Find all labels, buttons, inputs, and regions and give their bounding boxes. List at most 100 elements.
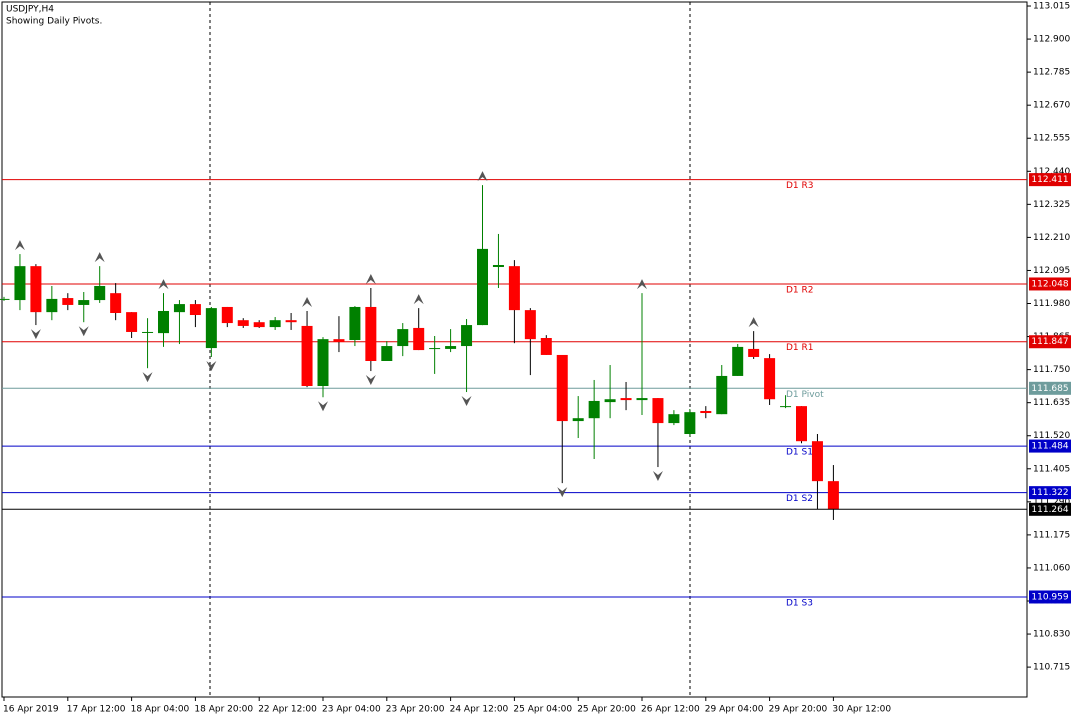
candle-body [620,398,632,401]
pivot-price-label-box [1029,381,1071,395]
candle-body [142,331,154,333]
y-tick-label: 112.210 [1033,233,1070,243]
x-tick-label: 16 Apr 2019 [3,705,59,715]
x-tick-label: 22 Apr 12:00 [258,705,317,715]
candle-body [317,339,329,387]
candle-body [588,400,600,419]
fractal-up [413,294,424,305]
pivot-label: D1 R3 [786,181,814,191]
fractal-down [461,396,472,407]
candle-body [524,310,536,340]
y-tick-label: 111.290 [1033,497,1070,507]
fractal-up [94,252,105,263]
candle-body [748,348,760,357]
y-tick-label: 112.325 [1033,200,1070,210]
candle-body [413,327,425,351]
candle-body [540,338,552,355]
fractal-down [318,401,328,412]
x-tick-label: 26 Apr 12:00 [641,705,700,715]
candle-body [253,322,265,328]
candle-body [796,406,807,442]
x-tick-label: 23 Apr 04:00 [322,705,381,715]
x-tick-label: 17 Apr 12:00 [67,705,126,715]
candle-body [764,358,776,400]
candle-body [285,320,297,323]
last-price-label-box [1029,502,1071,516]
fractal-up [477,171,488,182]
candle-body [46,298,58,313]
candle-body [461,325,473,347]
pivot-label: D1 R2 [786,285,814,295]
chart-subtitle: Showing Daily Pivots. [6,17,102,27]
pivot-price-label-box [1029,173,1071,187]
pivot-price-label-box [1029,590,1071,604]
pivot-price-label: 111.484 [1031,442,1068,452]
pivot-price-label-box [1029,486,1071,500]
x-tick-label: 25 Apr 20:00 [577,705,636,715]
candle-body [30,266,42,313]
candle-body [684,412,696,435]
candle-body [700,411,712,414]
fractal-up [158,279,169,290]
pivot-label: D1 S1 [786,448,813,458]
candle-body [94,285,106,301]
fractal-up [14,240,25,251]
pivot-label: D1 S3 [786,598,813,608]
fractal-down [365,375,376,386]
y-tick-label: 112.785 [1033,68,1070,78]
pivot-price-label: 112.411 [1031,175,1068,185]
pivot-label: D1 Pivot [786,390,824,400]
pivot-price-label: 111.847 [1031,337,1068,347]
candle-body [572,418,584,422]
y-tick-label: 113.015 [1033,2,1070,12]
fractal-up [365,273,376,284]
candle-body [780,406,792,408]
candle-body [237,320,249,326]
candle-body [556,354,568,422]
candle-body [221,306,233,324]
candle-body [732,346,744,376]
candle-body [492,264,504,268]
pivot-price-label: 112.048 [1031,279,1068,289]
fractal-down [30,329,41,340]
y-tick-label: 111.980 [1033,299,1070,309]
y-tick-label: 112.095 [1033,266,1070,276]
x-tick-label: 23 Apr 20:00 [386,705,445,715]
plot-frame [1,1,1028,698]
candle-body [652,398,664,424]
chart-title: USDJPY,H4 [6,5,54,15]
y-tick-label: 111.175 [1033,530,1070,540]
fractal-down [206,360,217,371]
candle-body [604,399,616,403]
candle-body [508,266,520,311]
candle-body [477,248,488,326]
candle-body [397,329,409,347]
y-tick-label: 111.060 [1033,563,1070,573]
candle-body [173,304,185,313]
candle-body [158,310,169,334]
y-tick-label: 111.635 [1033,398,1070,408]
candle-body [445,346,457,349]
fractal-down [78,326,89,337]
candle-body [110,293,122,313]
candle-body [205,308,217,349]
candle-body [365,306,377,361]
candle-body [189,304,201,316]
pivot-price-label-box [1029,277,1071,291]
pivot-price-label-box [1029,335,1071,349]
candle-body [269,320,281,328]
y-tick-label: 110.830 [1033,630,1070,640]
fractal-up [748,317,759,328]
fractal-down [557,487,568,498]
candle-body [301,325,313,387]
fractal-up [302,296,313,307]
candle-body [429,348,441,350]
pivot-label: D1 S2 [786,494,813,504]
y-tick-label: 111.520 [1033,431,1070,441]
candle-body [126,312,138,332]
fractal-down [142,372,153,383]
candle-body [62,298,74,305]
fractal-down [652,471,663,482]
